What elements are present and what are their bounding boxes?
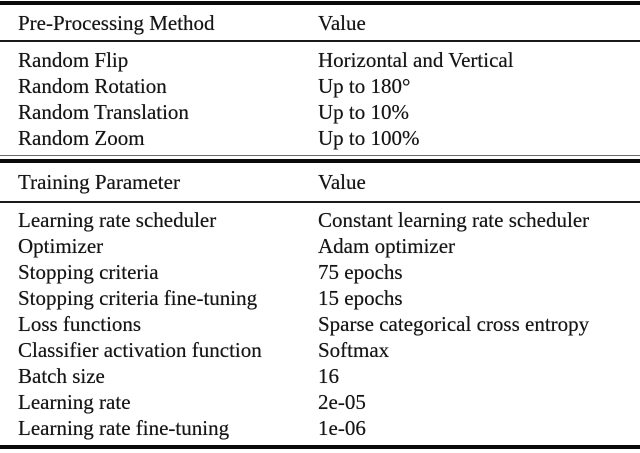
table-row: Loss functions Sparse categorical cross … bbox=[0, 311, 640, 337]
table-row: Random Translation Up to 10% bbox=[0, 99, 640, 125]
value-cell: 15 epochs bbox=[318, 286, 403, 310]
value-cell: Up to 10% bbox=[318, 100, 409, 124]
value-cell: 1e-06 bbox=[318, 416, 366, 440]
param-cell: Random Zoom bbox=[18, 126, 145, 150]
table-row: Batch size 16 bbox=[0, 363, 640, 389]
training-header-row: Training Parameter Value bbox=[0, 163, 640, 201]
param-cell: Random Flip bbox=[18, 48, 129, 72]
value-cell: Constant learning rate scheduler bbox=[318, 208, 590, 232]
value-cell: 75 epochs bbox=[318, 260, 403, 284]
param-cell: Loss functions bbox=[18, 312, 142, 336]
column-header-training-parameter: Training Parameter bbox=[18, 170, 180, 194]
table-row: Learning rate 2e-05 bbox=[0, 389, 640, 415]
preprocessing-rows: Random Flip Horizontal and Vertical Rand… bbox=[0, 42, 640, 155]
table-row: Random Rotation Up to 180° bbox=[0, 73, 640, 99]
table-rule-under-header-1 bbox=[0, 40, 640, 42]
table-rule-top bbox=[0, 1, 640, 5]
table-row: Random Zoom Up to 100% bbox=[0, 125, 640, 151]
param-cell: Stopping criteria bbox=[18, 260, 159, 284]
table-row: Stopping criteria fine-tuning 15 epochs bbox=[0, 285, 640, 311]
table-rule-section-divider-thick bbox=[0, 159, 640, 163]
table-row: Stopping criteria 75 epochs bbox=[0, 259, 640, 285]
param-cell: Learning rate bbox=[18, 390, 131, 414]
table-row: Optimizer Adam optimizer bbox=[0, 233, 640, 259]
table-row: Learning rate fine-tuning 1e-06 bbox=[0, 415, 640, 441]
preprocessing-header-row: Pre-Processing Method Value bbox=[0, 5, 640, 40]
table-rule-section-divider-thin bbox=[0, 155, 640, 156]
param-cell: Random Rotation bbox=[18, 74, 167, 98]
column-header-preprocessing-method: Pre-Processing Method bbox=[18, 10, 215, 35]
table-rule-under-header-2 bbox=[0, 201, 640, 203]
column-header-value-1: Value bbox=[318, 10, 366, 35]
value-cell: 16 bbox=[318, 364, 339, 388]
value-cell: Softmax bbox=[318, 338, 390, 362]
param-cell: Classifier activation function bbox=[18, 338, 262, 362]
param-cell: Stopping criteria fine-tuning bbox=[18, 286, 258, 310]
param-cell: Optimizer bbox=[18, 234, 104, 258]
table-row: Classifier activation function Softmax bbox=[0, 337, 640, 363]
param-cell: Learning rate fine-tuning bbox=[18, 416, 230, 440]
value-cell: Up to 100% bbox=[318, 126, 420, 150]
value-cell: Adam optimizer bbox=[318, 234, 456, 258]
param-cell: Random Translation bbox=[18, 100, 189, 124]
column-header-value-2: Value bbox=[318, 170, 366, 194]
param-cell: Batch size bbox=[18, 364, 105, 388]
value-cell: Horizontal and Vertical bbox=[318, 48, 514, 72]
training-rows: Learning rate scheduler Constant learnin… bbox=[0, 203, 640, 445]
value-cell: Sparse categorical cross entropy bbox=[318, 312, 590, 336]
value-cell: 2e-05 bbox=[318, 390, 366, 414]
table-row: Learning rate scheduler Constant learnin… bbox=[0, 207, 640, 233]
param-cell: Learning rate scheduler bbox=[18, 208, 217, 232]
value-cell: Up to 180° bbox=[318, 74, 411, 98]
table-row: Random Flip Horizontal and Vertical bbox=[0, 47, 640, 73]
table-rule-bottom bbox=[0, 445, 640, 449]
